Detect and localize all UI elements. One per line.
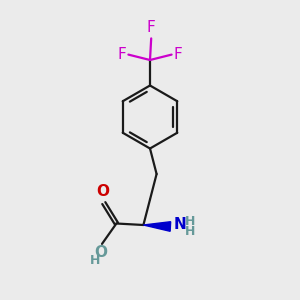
Text: H: H [185,224,195,238]
Text: O: O [94,245,108,260]
Text: F: F [147,20,156,35]
Polygon shape [143,222,171,231]
Text: F: F [173,47,182,62]
Text: H: H [90,254,100,267]
Text: O: O [96,184,109,199]
Text: F: F [118,47,127,62]
Text: N: N [174,217,187,232]
Text: H: H [185,214,195,228]
